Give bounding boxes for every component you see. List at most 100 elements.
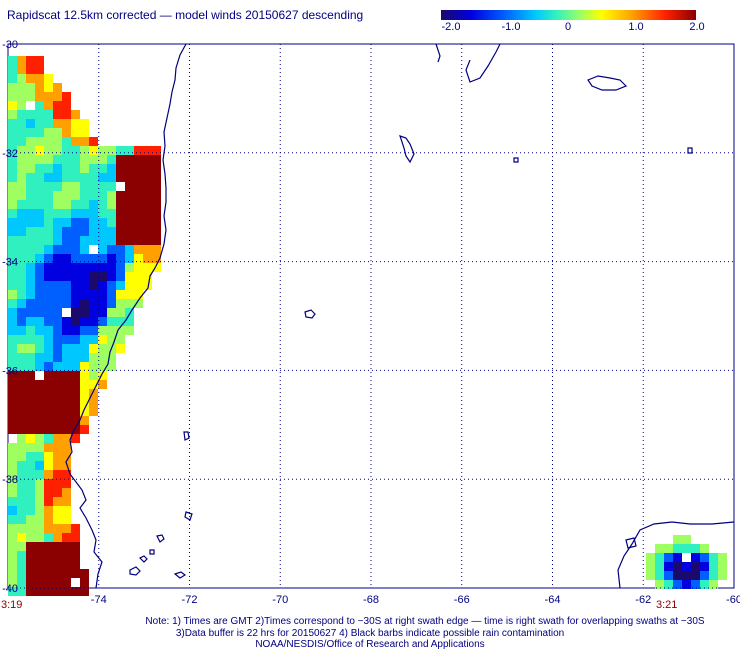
wind-cell: [62, 137, 71, 146]
wind-cell: [98, 335, 107, 344]
wind-cell: [62, 101, 71, 110]
wind-cell: [62, 551, 71, 560]
wind-cell: [53, 164, 62, 173]
wind-cell: [107, 362, 116, 371]
argentina-bay-coast: [465, 43, 501, 83]
wind-cell: [26, 209, 35, 218]
wind-cell: [62, 344, 71, 353]
wind-cell: [17, 317, 26, 326]
wind-cell: [26, 335, 35, 344]
wind-cell: [8, 416, 17, 425]
wind-cell: [62, 164, 71, 173]
wind-cell: [80, 191, 89, 200]
wind-cell: [35, 560, 44, 569]
wind-cell: [53, 569, 62, 578]
wind-cell: [664, 553, 673, 562]
wind-cell: [125, 299, 134, 308]
wind-cell: [116, 272, 125, 281]
wind-cell: [62, 533, 71, 542]
wind-cell: [71, 542, 80, 551]
wind-cell: [53, 353, 62, 362]
wind-cell: [80, 317, 89, 326]
wind-cell: [62, 506, 71, 515]
wind-cell: [62, 569, 71, 578]
wind-cell: [53, 335, 62, 344]
wind-cell: [35, 254, 44, 263]
wind-cell: [35, 74, 44, 83]
wind-cell: [35, 515, 44, 524]
wind-cell: [62, 326, 71, 335]
wind-cell: [26, 299, 35, 308]
wind-cell: [53, 110, 62, 119]
wind-cell: [8, 191, 17, 200]
wind-cell: [17, 551, 26, 560]
wind-cell: [35, 218, 44, 227]
wind-cell: [26, 470, 35, 479]
latitude-tick-label: -30: [2, 39, 18, 51]
wind-cell: [700, 544, 709, 553]
wind-cell: [80, 416, 89, 425]
wind-cell: [673, 553, 682, 562]
wind-cell: [44, 245, 53, 254]
wind-cell: [53, 92, 62, 101]
wind-cell: [17, 407, 26, 416]
wind-cell: [107, 146, 116, 155]
wind-cell: [44, 515, 53, 524]
wind-cell: [35, 398, 44, 407]
wind-cell: [80, 137, 89, 146]
wind-cell: [98, 263, 107, 272]
wind-cell: [62, 128, 71, 137]
wind-cell: [71, 209, 80, 218]
wind-cell: [26, 506, 35, 515]
colorbar-tick-label: -1.0: [501, 21, 521, 33]
wind-cell: [8, 533, 17, 542]
wind-cell: [134, 155, 143, 164]
wind-cell: [646, 562, 655, 571]
wind-cell: [134, 299, 143, 308]
wind-cell: [35, 92, 44, 101]
wind-cell: [152, 254, 161, 263]
colorbar-tick-label: 0: [564, 21, 572, 33]
wind-cell: [134, 146, 143, 155]
wind-cell: [35, 245, 44, 254]
wind-cell: [646, 571, 655, 580]
wind-cell: [26, 326, 35, 335]
end-time: 3:21: [656, 599, 678, 611]
wind-cell: [107, 200, 116, 209]
wind-cell: [26, 218, 35, 227]
wind-cell: [26, 155, 35, 164]
wind-cell: [62, 353, 71, 362]
footnote-line: 3)Data buffer is 22 hrs for 20150627 4) …: [175, 627, 565, 639]
wind-cell: [8, 461, 17, 470]
wind-cell: [17, 443, 26, 452]
wind-cell: [26, 290, 35, 299]
wind-cell: [71, 137, 80, 146]
wind-cell: [26, 560, 35, 569]
wind-cell: [89, 209, 98, 218]
wind-cell: [17, 191, 26, 200]
wind-cell: [26, 200, 35, 209]
wind-cell: [26, 551, 35, 560]
wind-cell: [116, 290, 125, 299]
footnote-line: Note: 1) Times are GMT 2)Times correspon…: [145, 616, 705, 627]
wind-cell: [134, 236, 143, 245]
wind-cell: [17, 218, 26, 227]
wind-cell: [700, 571, 709, 580]
wind-cell: [53, 461, 62, 470]
wind-cell: [44, 218, 53, 227]
wind-cell: [134, 272, 143, 281]
wind-cell: [8, 515, 17, 524]
wind-cell: [44, 479, 53, 488]
wind-cell: [8, 452, 17, 461]
wind-cell: [71, 371, 80, 380]
wind-cell: [152, 173, 161, 182]
wind-cell: [26, 398, 35, 407]
wind-cell: [53, 182, 62, 191]
wind-cell: [26, 497, 35, 506]
wind-cell: [35, 533, 44, 542]
wind-cell: [116, 209, 125, 218]
wind-cell: [89, 290, 98, 299]
wind-cell: [26, 182, 35, 191]
wind-cell: [17, 452, 26, 461]
wind-cell: [35, 407, 44, 416]
